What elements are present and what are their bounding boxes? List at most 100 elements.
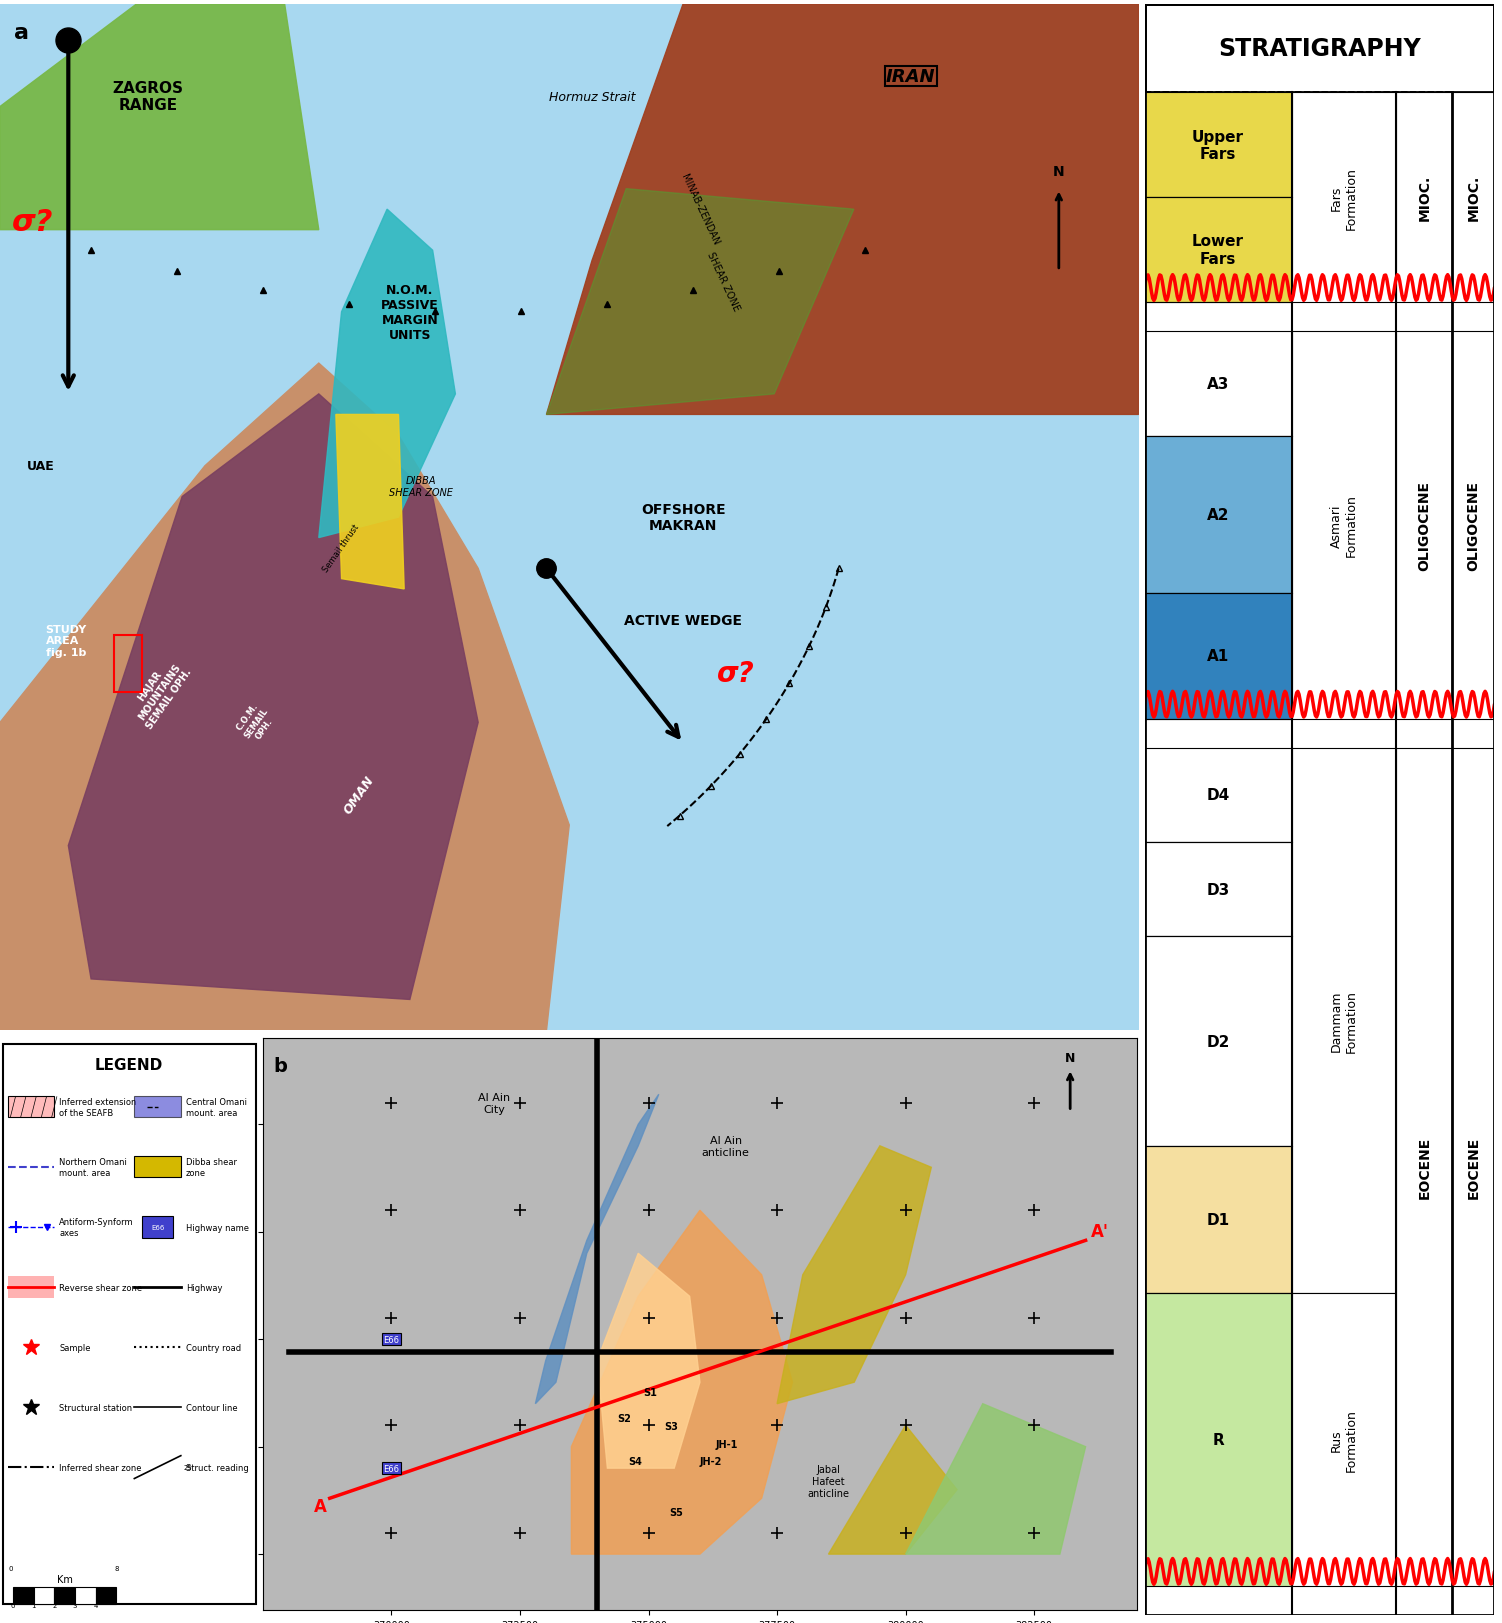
Bar (8, 1276, 54, 1298)
Text: 25: 25 (183, 1464, 192, 1470)
Text: E66: E66 (383, 1334, 400, 1344)
Text: 0: 0 (8, 1565, 12, 1571)
Text: MIOC.: MIOC. (1418, 175, 1431, 221)
Bar (1145, 94, 1292, 198)
Text: S2: S2 (617, 1414, 631, 1423)
Polygon shape (547, 5, 1139, 415)
Text: D2: D2 (1206, 1034, 1230, 1048)
Bar (54, 1587, 75, 1604)
Text: A': A' (1090, 1222, 1108, 1240)
Polygon shape (0, 5, 318, 230)
Text: N: N (1065, 1052, 1075, 1065)
Text: σ?: σ? (12, 208, 53, 237)
Bar (1145, 1146, 1292, 1292)
Text: C.O.M.
SEMAIL
OPH.: C.O.M. SEMAIL OPH. (234, 700, 278, 745)
Bar (1292, 748, 1397, 1292)
Bar (134, 1096, 180, 1118)
Bar (1145, 936, 1292, 1146)
Text: S5: S5 (668, 1508, 683, 1518)
Text: Semail thrust: Semail thrust (321, 523, 362, 575)
Polygon shape (598, 1253, 700, 1469)
Bar (1145, 748, 1292, 842)
Polygon shape (547, 190, 855, 415)
Text: Al Ain
City: Al Ain City (478, 1092, 511, 1113)
Text: 8: 8 (114, 1565, 119, 1571)
Text: Hormuz Strait: Hormuz Strait (548, 91, 635, 104)
Bar (1397, 748, 1452, 1586)
Bar (1145, 842, 1292, 936)
Polygon shape (336, 415, 404, 589)
Text: Inferred extension
of the SEAFB: Inferred extension of the SEAFB (60, 1097, 137, 1117)
Text: S1: S1 (643, 1388, 658, 1397)
Text: Country road: Country road (186, 1342, 242, 1352)
Text: S4: S4 (628, 1456, 641, 1466)
Text: R: R (1212, 1431, 1224, 1446)
Text: D3: D3 (1206, 881, 1230, 898)
Bar (75, 1587, 96, 1604)
Text: Structural station: Structural station (60, 1402, 132, 1412)
Text: Antiform-Synform
axes: Antiform-Synform axes (60, 1217, 134, 1237)
Text: S3: S3 (664, 1422, 677, 1431)
Text: Dammam
Formation: Dammam Formation (1329, 988, 1358, 1052)
Text: A3: A3 (1206, 377, 1229, 391)
Text: EOCENE: EOCENE (1466, 1136, 1481, 1198)
Text: D1: D1 (1206, 1212, 1230, 1227)
Text: LEGEND: LEGEND (95, 1057, 164, 1071)
Bar (1145, 198, 1292, 304)
Bar (114, 636, 143, 691)
Text: Contour line: Contour line (186, 1402, 237, 1412)
Polygon shape (906, 1404, 1086, 1555)
Bar (134, 1156, 180, 1178)
Text: Asmari
Formation: Asmari Formation (1329, 493, 1358, 557)
Text: E66: E66 (150, 1224, 164, 1230)
Text: Upper
Fars: Upper Fars (1193, 130, 1244, 162)
Text: JH-2: JH-2 (700, 1456, 722, 1466)
Bar (14, 1587, 33, 1604)
Text: ACTIVE WEDGE: ACTIVE WEDGE (625, 613, 742, 628)
Text: 1: 1 (32, 1602, 36, 1608)
Text: Jabal
Hafeet
anticline: Jabal Hafeet anticline (808, 1464, 850, 1498)
Bar (143, 1216, 173, 1238)
Text: OLIGOCENE: OLIGOCENE (1418, 480, 1431, 571)
Text: 0: 0 (11, 1602, 15, 1608)
Text: JH-1: JH-1 (715, 1440, 737, 1449)
Text: MIOC.: MIOC. (1466, 175, 1481, 221)
Bar (1145, 594, 1292, 719)
Bar (1145, 5, 1494, 94)
Text: b: b (273, 1057, 287, 1074)
Bar (1292, 1292, 1397, 1586)
Text: OFFSHORE
MAKRAN: OFFSHORE MAKRAN (641, 503, 725, 532)
Bar (1145, 1292, 1292, 1586)
Text: Sample: Sample (60, 1342, 92, 1352)
Text: Central Omani
mount. area: Central Omani mount. area (186, 1097, 246, 1117)
Text: Highway: Highway (186, 1282, 222, 1292)
Text: Rus
Formation: Rus Formation (1329, 1407, 1358, 1470)
Bar (1397, 94, 1452, 304)
Text: E66: E66 (383, 1464, 400, 1472)
Text: a: a (14, 23, 29, 44)
Text: HAJAR
MOUNTAINS
SEMAIL OPH.: HAJAR MOUNTAINS SEMAIL OPH. (125, 654, 194, 730)
Text: N.O.M.
PASSIVE
MARGIN
UNITS: N.O.M. PASSIVE MARGIN UNITS (382, 284, 439, 341)
Text: OMAN: OMAN (341, 773, 377, 816)
Text: σ?: σ? (718, 661, 756, 688)
Bar (96, 1587, 116, 1604)
Polygon shape (68, 394, 478, 1000)
Text: D4: D4 (1206, 787, 1230, 803)
Bar (33, 1587, 54, 1604)
Bar (1145, 437, 1292, 594)
Polygon shape (535, 1094, 659, 1404)
Text: Dibba shear
zone: Dibba shear zone (186, 1157, 237, 1177)
Bar (1397, 331, 1452, 719)
Polygon shape (571, 1211, 793, 1555)
Bar (1145, 331, 1292, 437)
Text: Reverse shear zone: Reverse shear zone (60, 1282, 143, 1292)
Text: Al Ain
anticline: Al Ain anticline (701, 1136, 749, 1157)
Text: STRATIGRAPHY: STRATIGRAPHY (1218, 37, 1421, 62)
Text: EOCENE: EOCENE (1418, 1136, 1431, 1198)
Text: A1: A1 (1208, 649, 1229, 664)
Text: MINAB-ZENDAN: MINAB-ZENDAN (679, 174, 721, 247)
Text: Highway name: Highway name (186, 1222, 249, 1232)
Polygon shape (829, 1425, 957, 1555)
Text: Fars
Formation: Fars Formation (1329, 167, 1358, 229)
Text: A: A (314, 1498, 327, 1516)
